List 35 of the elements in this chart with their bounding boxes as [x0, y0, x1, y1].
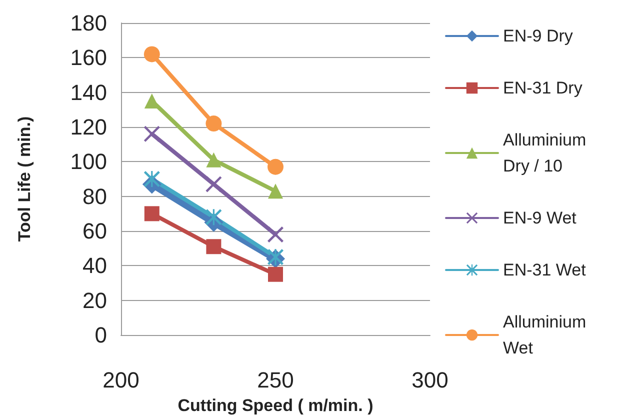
point [268, 249, 284, 265]
legend-label: EN-31 Wet [503, 260, 586, 280]
legend-label: Alluminium Wet [503, 312, 591, 358]
legend-label: Alluminium Dry / 10 [503, 130, 591, 176]
point [144, 171, 160, 187]
y-tick-label: 60 [82, 218, 107, 244]
y-tick-label: 0 [94, 322, 107, 348]
point [144, 126, 160, 142]
y-tick-label: 160 [70, 45, 107, 70]
point [268, 158, 284, 175]
point [206, 176, 222, 192]
y-tick-label: 120 [70, 114, 107, 140]
point [144, 46, 160, 62]
point [268, 266, 283, 282]
x-tick-label: 250 [257, 368, 294, 392]
x-tick-label: 300 [412, 368, 448, 392]
point [206, 209, 222, 226]
y-tick-label: 140 [70, 80, 107, 105]
point [206, 239, 222, 254]
legend-label: EN-9 Dry [503, 26, 574, 46]
point [268, 226, 284, 242]
x-tick-label: 200 [102, 368, 140, 392]
point [206, 116, 222, 132]
legend-label: EN-31 Dry [503, 78, 583, 98]
y-tick-label: 40 [82, 253, 107, 278]
y-tick-label: 80 [82, 184, 107, 209]
y-tick-label: 180 [70, 10, 107, 36]
point [144, 206, 160, 222]
y-tick-label: 20 [82, 288, 107, 313]
legend-label: EN-9 Wet [503, 208, 577, 228]
x-axis-title: Cutting Speed ( m/min. ) [178, 396, 374, 415]
point [268, 184, 283, 199]
point [206, 152, 222, 168]
y-tick-label: 100 [70, 149, 107, 174]
y-axis-title: Tool Life ( min.) [15, 116, 34, 242]
